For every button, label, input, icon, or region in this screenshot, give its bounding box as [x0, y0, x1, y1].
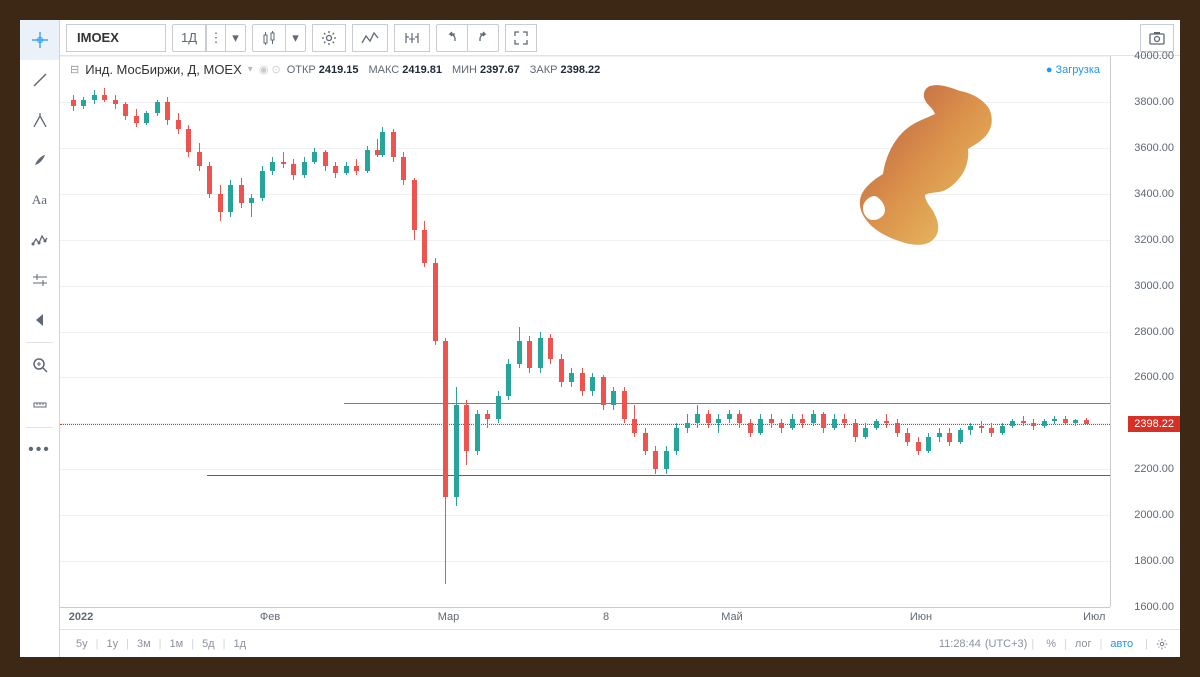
- y-tick: 4000.00: [1134, 50, 1174, 62]
- interval-button[interactable]: 1Д: [172, 24, 206, 52]
- scale-лог[interactable]: лог: [1067, 635, 1100, 653]
- time-axis[interactable]: 2022 Фев Мар 8 Май Июн Июл: [60, 607, 1110, 629]
- pitchfork-tool[interactable]: [20, 100, 59, 140]
- snapshot-button[interactable]: [1140, 24, 1174, 52]
- main-area: IMOEX 1Д ⋮ ▾ ▾ ⊟: [60, 20, 1180, 657]
- x-tick: 2022: [69, 611, 93, 623]
- undo-button[interactable]: [436, 24, 468, 52]
- y-tick: 2600.00: [1134, 371, 1174, 383]
- drawing-toolbar: Aa •••: [20, 20, 60, 657]
- range-5у[interactable]: 5у: [68, 635, 96, 653]
- x-tick: Июн: [910, 611, 932, 623]
- scale-%[interactable]: %: [1038, 635, 1064, 653]
- y-tick: 2800.00: [1134, 326, 1174, 338]
- x-tick: Мар: [438, 611, 460, 623]
- chart-container: ⊟ Инд. МосБиржи, Д, MOEX ▾ ◉ ⊙ ОТКР2419.…: [60, 56, 1180, 607]
- y-tick: 3200.00: [1134, 234, 1174, 246]
- y-tick: 3800.00: [1134, 96, 1174, 108]
- scale-авто[interactable]: авто: [1102, 635, 1141, 653]
- chart-title: Инд. МосБиржи, Д, MOEX: [85, 62, 242, 77]
- y-tick: 3600.00: [1134, 142, 1174, 154]
- bottom-toolbar: 5у|1у|3м|1м|5д|1д 11:28:44 (UTC+3) | %|л…: [60, 629, 1180, 657]
- brush-tool[interactable]: [20, 140, 59, 180]
- x-tick: Июл: [1083, 611, 1105, 623]
- support_line-line: [207, 475, 1110, 477]
- back-tool[interactable]: [20, 300, 59, 340]
- range-buttons: 5у|1у|3м|1м|5д|1д: [68, 635, 254, 653]
- app-frame: Aa ••• IMOEX 1Д ⋮ ▾ ▾: [20, 20, 1180, 657]
- y-tick: 1600.00: [1134, 601, 1174, 613]
- interval-menu-button[interactable]: ⋮: [206, 24, 226, 52]
- fullscreen-button[interactable]: [505, 24, 537, 52]
- range-5д[interactable]: 5д: [194, 635, 223, 653]
- position-tool[interactable]: [20, 260, 59, 300]
- text-tool[interactable]: Aa: [20, 180, 59, 220]
- symbol-input[interactable]: IMOEX: [66, 24, 166, 52]
- current-price-label: 2398.22: [1128, 416, 1180, 432]
- chart-style-dropdown[interactable]: ▾: [286, 24, 306, 52]
- price-axis[interactable]: 4000.003800.003600.003400.003200.003000.…: [1110, 56, 1180, 607]
- chart-canvas[interactable]: ⊟ Инд. МосБиржи, Д, MOEX ▾ ◉ ⊙ ОТКР2419.…: [60, 56, 1110, 607]
- y-tick: 2000.00: [1134, 509, 1174, 521]
- range-1д[interactable]: 1д: [225, 635, 254, 653]
- y-tick: 2200.00: [1134, 463, 1174, 475]
- range-1у[interactable]: 1у: [98, 635, 126, 653]
- scale-buttons: %|лог|авто: [1038, 635, 1141, 653]
- x-tick: Май: [721, 611, 743, 623]
- redo-button[interactable]: [468, 24, 499, 52]
- settings-button[interactable]: [312, 24, 346, 52]
- y-tick: 3000.00: [1134, 280, 1174, 292]
- loading-indicator: Загрузка: [1046, 64, 1100, 76]
- x-tick: Фев: [260, 611, 280, 623]
- measure-tool[interactable]: [20, 385, 59, 425]
- resist_line-line: [344, 403, 1111, 405]
- interval-dropdown[interactable]: ▾: [226, 24, 246, 52]
- y-tick: 3400.00: [1134, 188, 1174, 200]
- ohlc-values: ОТКР2419.15 МАКС2419.81 МИН2397.67 ЗАКР2…: [287, 64, 601, 76]
- chart-settings-icon[interactable]: [1152, 634, 1172, 654]
- y-tick: 1800.00: [1134, 555, 1174, 567]
- range-3м[interactable]: 3м: [129, 635, 159, 653]
- x-tick: 8: [603, 611, 609, 623]
- zoom-tool[interactable]: [20, 345, 59, 385]
- cursor-tool[interactable]: [20, 20, 59, 60]
- compare-button[interactable]: [394, 24, 430, 52]
- indicators-button[interactable]: [352, 24, 388, 52]
- chart-style-button[interactable]: [252, 24, 286, 52]
- more-tool[interactable]: •••: [20, 430, 59, 470]
- pattern-tool[interactable]: [20, 220, 59, 260]
- bull-logo: [820, 76, 1020, 276]
- top-toolbar: IMOEX 1Д ⋮ ▾ ▾: [60, 20, 1180, 56]
- range-1м[interactable]: 1м: [162, 635, 192, 653]
- timezone: (UTC+3): [985, 638, 1027, 650]
- trend-line-tool[interactable]: [20, 60, 59, 100]
- clock: 11:28:44: [939, 638, 981, 650]
- chart-legend: ⊟ Инд. МосБиржи, Д, MOEX ▾ ◉ ⊙ ОТКР2419.…: [70, 62, 600, 77]
- current-price-line: [60, 424, 1110, 425]
